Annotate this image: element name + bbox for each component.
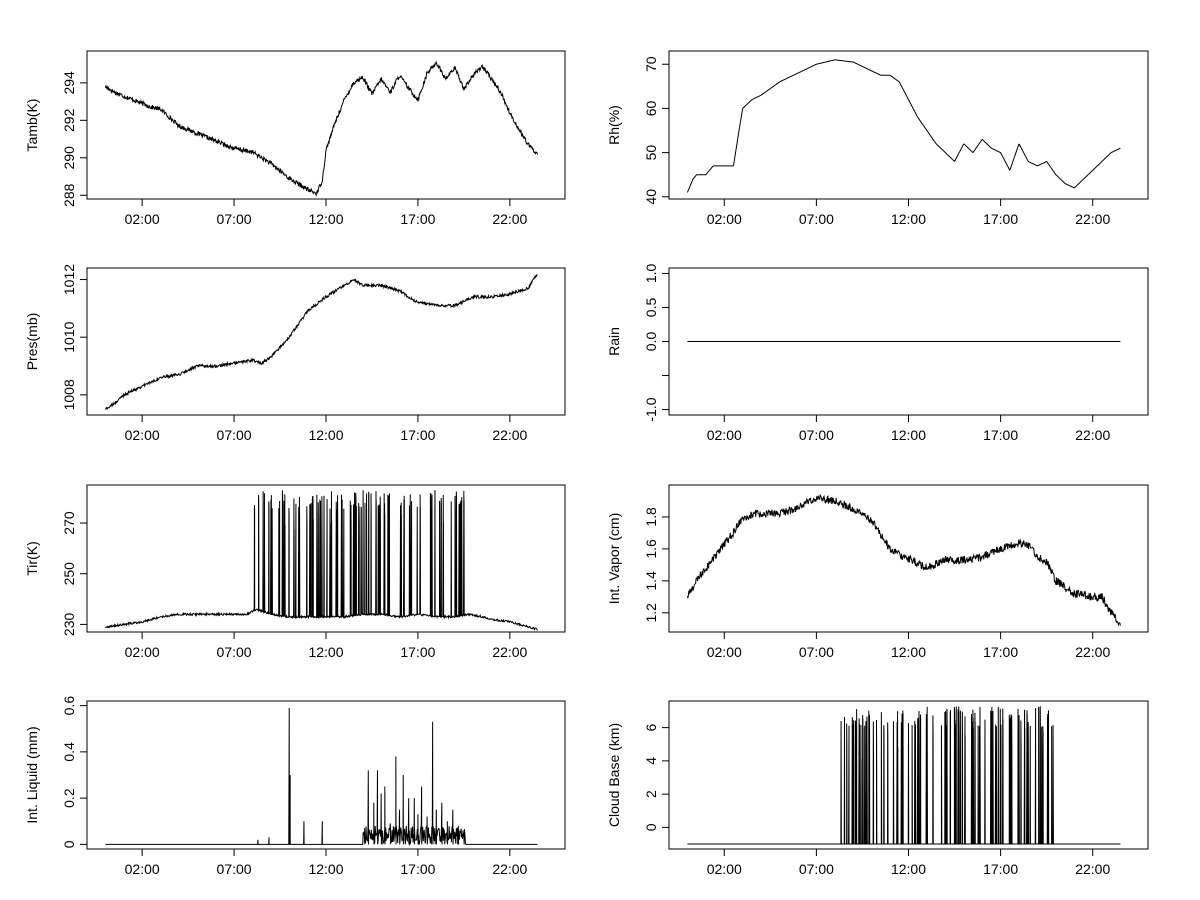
y-axis-label: Cloud Base (km)	[606, 723, 622, 827]
y-tick-label: 0.5	[643, 298, 659, 318]
x-tick-label: 17:00	[400, 427, 435, 443]
x-tick-label: 22:00	[492, 644, 527, 660]
y-axis-label: Rain	[606, 327, 622, 356]
x-tick-label: 22:00	[492, 427, 527, 443]
plot-frame	[668, 50, 1149, 200]
x-tick-label: 17:00	[983, 644, 1018, 660]
x-tick-label: 17:00	[400, 861, 435, 877]
data-series-line	[686, 493, 1121, 627]
x-tick-label: 12:00	[308, 211, 343, 227]
y-tick-label: 50	[643, 145, 659, 161]
y-tick-label: 0.6	[61, 696, 77, 716]
x-tick-label: 07:00	[799, 861, 834, 877]
y-tick-label: 70	[643, 56, 659, 72]
y-tick-label: 250	[61, 562, 77, 586]
y-tick-label: 270	[61, 511, 77, 535]
x-tick-label: 02:00	[707, 861, 742, 877]
data-series-line	[105, 707, 538, 846]
x-tick-label: 07:00	[217, 427, 252, 443]
y-tick-label: 4	[643, 757, 659, 765]
y-axis-label: Int. Liquid (mm)	[24, 726, 40, 823]
y-tick-label: 290	[61, 146, 77, 170]
y-tick-label: 1008	[61, 379, 77, 410]
x-tick-label: 22:00	[1075, 644, 1110, 660]
y-tick-label: 1012	[61, 264, 77, 295]
y-tick-label: -1.0	[643, 397, 659, 421]
y-tick-label: 0.0	[643, 332, 659, 352]
x-tick-label: 22:00	[492, 861, 527, 877]
y-tick-label: 0	[61, 840, 77, 848]
data-series-line	[105, 273, 538, 410]
x-tick-label: 22:00	[1075, 211, 1110, 227]
y-tick-label: 292	[61, 108, 77, 132]
x-tick-label: 22:00	[1075, 427, 1110, 443]
y-tick-label: 6	[643, 724, 659, 732]
plot-frame	[86, 50, 566, 200]
data-series-line	[104, 60, 538, 198]
y-tick-label: 60	[643, 100, 659, 116]
x-tick-label: 07:00	[217, 211, 252, 227]
y-tick-label: 1.6	[643, 539, 659, 559]
plot-frame	[86, 484, 566, 633]
x-tick-label: 22:00	[1075, 861, 1110, 877]
y-axis-label: Int. Vapor (cm)	[606, 513, 622, 605]
panel-6: 02:00 07:00 12:00 17:00 22:00 1.2 1.4 1.6 1.8 Int…	[606, 484, 1149, 660]
x-tick-label: 02:00	[707, 427, 742, 443]
y-axis-label: Rh(%)	[606, 105, 622, 145]
panel-2: 02:00 07:00 12:00 17:00 22:00 40 50 60 70 Rh(%)	[606, 50, 1149, 227]
x-tick-label: 07:00	[799, 427, 834, 443]
y-tick-label: 0.4	[61, 742, 77, 762]
y-tick-label: 1.4	[643, 571, 659, 591]
x-tick-label: 12:00	[891, 861, 926, 877]
panel-4: 02:00 07:00 12:00 17:00 22:00 -1.0 0.0 0.5 1.0 Ra…	[606, 264, 1149, 443]
x-tick-label: 17:00	[400, 644, 435, 660]
x-tick-label: 12:00	[308, 644, 343, 660]
panel-7: 02:00 07:00 12:00 17:00 22:00 0 0.2 0.4 0.6 Int. …	[24, 696, 566, 877]
x-tick-label: 07:00	[799, 644, 834, 660]
y-tick-label: 0	[643, 823, 659, 831]
x-tick-label: 02:00	[707, 644, 742, 660]
y-tick-label: 230	[61, 613, 77, 637]
x-tick-label: 12:00	[891, 211, 926, 227]
x-tick-label: 12:00	[308, 427, 343, 443]
y-tick-label: 1.2	[643, 603, 659, 623]
plot-frame	[86, 267, 566, 416]
y-axis-label: Tir(K)	[24, 541, 40, 575]
x-tick-label: 12:00	[891, 644, 926, 660]
x-tick-label: 17:00	[400, 211, 435, 227]
data-series-line	[105, 490, 538, 631]
x-tick-label: 22:00	[492, 211, 527, 227]
x-tick-label: 17:00	[983, 211, 1018, 227]
panel-8: 02:00 07:00 12:00 17:00 22:00 0 2 4 6 Cloud Base …	[606, 700, 1149, 877]
y-tick-label: 40	[643, 189, 659, 205]
x-tick-label: 17:00	[983, 427, 1018, 443]
x-tick-label: 02:00	[125, 644, 160, 660]
panel-1: 02:00 07:00 12:00 17:00 22:00 288 290 292 294 Tam…	[24, 50, 566, 227]
y-axis-label: Tamb(K)	[24, 99, 40, 152]
data-series-line	[686, 59, 1121, 193]
y-tick-label: 294	[61, 71, 77, 95]
y-tick-label: 1.8	[643, 507, 659, 527]
x-tick-label: 02:00	[125, 427, 160, 443]
panel-5: 02:00 07:00 12:00 17:00 22:00 230 250 270 Tir(K)	[24, 484, 566, 660]
x-tick-label: 07:00	[799, 211, 834, 227]
y-tick-label: 288	[61, 183, 77, 207]
panel-3: 02:00 07:00 12:00 17:00 22:00 1008 1010 1012 Pre…	[24, 264, 566, 443]
data-series-line	[687, 706, 1121, 845]
y-tick-label: 1.0	[643, 264, 659, 284]
x-tick-label: 02:00	[125, 861, 160, 877]
y-axis-label: Pres(mb)	[24, 313, 40, 371]
x-tick-label: 07:00	[217, 861, 252, 877]
y-tick-label: 2	[643, 790, 659, 798]
y-tick-label: 1010	[61, 321, 77, 352]
x-tick-label: 17:00	[983, 861, 1018, 877]
x-tick-label: 02:00	[125, 211, 160, 227]
x-tick-label: 02:00	[707, 211, 742, 227]
y-tick-label: 0.2	[61, 788, 77, 808]
x-tick-label: 12:00	[308, 861, 343, 877]
x-tick-label: 07:00	[217, 644, 252, 660]
x-tick-label: 12:00	[891, 427, 926, 443]
plot-frame	[86, 700, 566, 850]
